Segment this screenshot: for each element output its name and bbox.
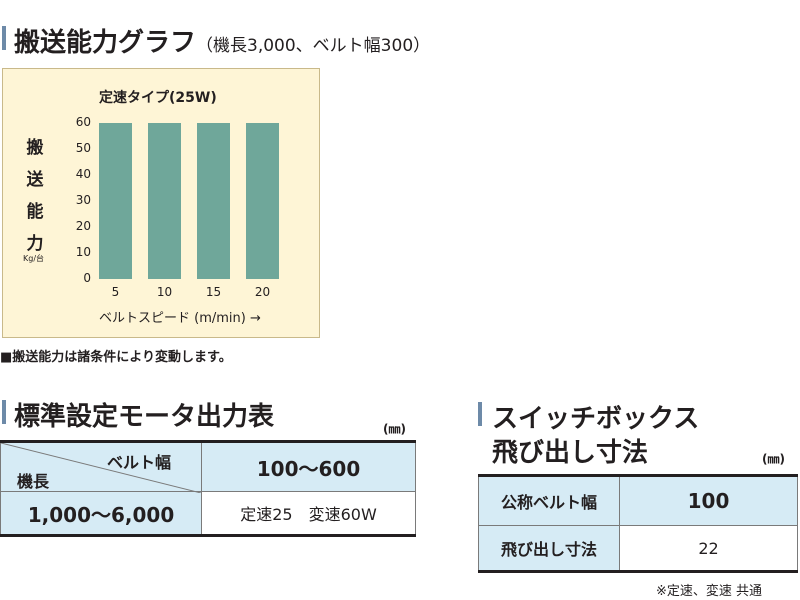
switchbox-label-belt-width: 公称ベルト幅: [478, 474, 620, 526]
motor-row-label: 1,000～6,000: [0, 491, 202, 537]
chart-bar: [197, 123, 230, 279]
ylabel-char: 力: [26, 234, 44, 254]
motor-header-corner: 機長 ベルト幅: [0, 440, 202, 493]
x-tick-label: 20: [254, 285, 271, 299]
switchbox-value-protrusion: 22: [619, 525, 798, 573]
chart-bar: [246, 123, 279, 279]
switchbox-table: 公称ベルト幅 100 飛び出し寸法 22: [478, 474, 798, 573]
capacity-note: ■搬送能力は諸条件により変動します。: [0, 350, 232, 365]
capacity-title-sub: （機長3,000、ベルト幅300）: [196, 36, 431, 56]
switchbox-unit: (㎜): [762, 452, 785, 466]
ylabel-char: 搬: [26, 138, 44, 158]
y-tick-label: 20: [75, 219, 91, 233]
switchbox-title-line2: 飛び出し寸法: [492, 438, 649, 468]
x-axis-label: ベルトスピード (m/min) →: [99, 311, 261, 326]
section-accent-bar: [478, 402, 482, 426]
switchbox-title-line1: スイッチボックス: [492, 404, 700, 434]
section-accent-bar: [2, 26, 6, 50]
capacity-section-title: 搬送能力グラフ（機長3,000、ベルト幅300）: [14, 22, 430, 59]
y-tick-label: 10: [75, 245, 91, 259]
y-tick-label: 50: [75, 141, 91, 155]
diagonal-divider: [1, 443, 201, 493]
switchbox-label-protrusion: 飛び出し寸法: [478, 525, 620, 573]
motor-unit: (㎜): [383, 422, 406, 436]
capacity-title-main: 搬送能力グラフ: [14, 28, 197, 58]
header-row-label: 機長: [17, 472, 50, 491]
motor-header-value: 100～600: [201, 440, 416, 492]
ylabel-unit: Kg/台: [23, 254, 45, 263]
section-accent-bar: [2, 400, 6, 424]
y-tick-label: 40: [75, 167, 91, 181]
x-tick-label: 5: [111, 285, 120, 299]
x-tick-label: 10: [156, 285, 173, 299]
chart-bar: [99, 123, 132, 279]
y-tick-label: 60: [75, 115, 91, 129]
motor-row-value: 定速25 変速60W: [201, 491, 416, 537]
motor-table: 機長 ベルト幅 100～600 1,000～6,000 定速25 変速60W: [0, 440, 416, 537]
motor-section-title: 標準設定モータ出力表: [14, 402, 275, 432]
header-col-label: ベルト幅: [107, 453, 172, 472]
chart-title: 定速タイプ(25W): [99, 90, 217, 106]
chart-bar: [148, 123, 181, 279]
switchbox-value-belt-width: 100: [619, 474, 798, 526]
y-tick-label: 30: [75, 193, 91, 207]
capacity-chart: 定速タイプ(25W) 搬 送 能 力 Kg/台 60 50 40 30 20 10 0 5 10…: [2, 68, 320, 338]
switchbox-footnote: ※定速、変速 共通: [656, 584, 763, 599]
chart-plot-area: 60 50 40 30 20 10 0 5 10 15 20: [3, 69, 321, 339]
ylabel-char: 送: [26, 170, 44, 190]
ylabel-char: 能: [26, 202, 44, 222]
x-tick-label: 15: [205, 285, 222, 299]
y-tick-label: 0: [83, 271, 91, 285]
